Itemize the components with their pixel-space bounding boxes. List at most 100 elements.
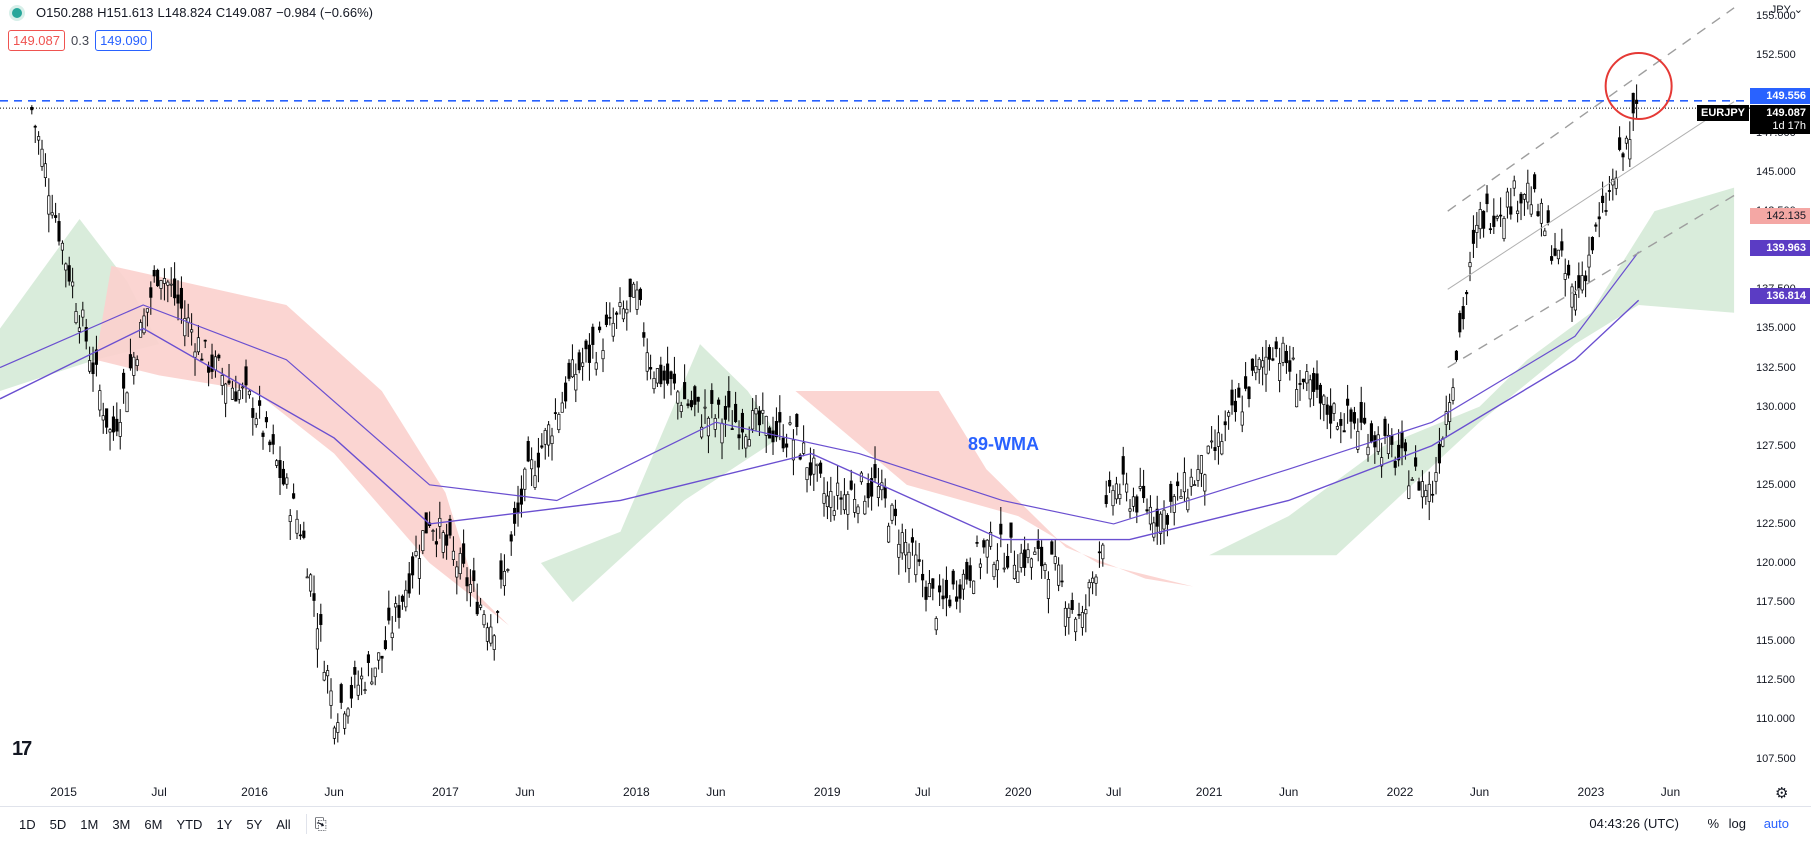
candle-body — [961, 573, 965, 590]
channel-lower-line — [1447, 194, 1735, 369]
wma-fast-line — [0, 251, 1640, 525]
candle-body — [1526, 182, 1530, 203]
time-tick-label: 2022 — [1386, 785, 1414, 799]
range-button-ytd[interactable]: YTD — [176, 816, 203, 832]
candle-body — [404, 589, 408, 608]
candle-body — [1111, 490, 1115, 507]
price-axis[interactable]: JPY ⌄ 155.000152.500150.000147.500145.00… — [1750, 0, 1811, 782]
candle-body — [489, 626, 493, 644]
candle-body — [662, 370, 666, 381]
candle-body — [632, 283, 636, 298]
candle-body — [149, 287, 153, 298]
candle-body — [649, 367, 653, 370]
candle-body — [965, 561, 969, 580]
candle-body — [1080, 612, 1084, 628]
candle-body — [577, 352, 581, 371]
range-button-6m[interactable]: 6M — [144, 816, 163, 832]
ohlc-open: O150.288 — [36, 5, 94, 20]
candle-body — [1356, 431, 1360, 450]
candle-body — [1216, 432, 1220, 447]
candle-body — [1159, 513, 1163, 534]
candle-body — [251, 408, 255, 418]
price-tick-label: 145.000 — [1756, 166, 1796, 179]
sell-button[interactable]: 149.087 — [8, 30, 65, 51]
ohlc-legend: O150.288 H151.613 L148.824 C149.087 −0.9… — [12, 5, 373, 20]
range-button-all[interactable]: All — [276, 816, 291, 832]
candle-body — [1223, 421, 1227, 426]
percent-toggle[interactable]: % — [1707, 816, 1719, 831]
candle-body — [122, 372, 126, 389]
candle-body — [1580, 275, 1584, 291]
candle-body — [1509, 206, 1513, 215]
candle-body — [1227, 412, 1231, 417]
candle-body — [686, 403, 690, 406]
candle-body — [1332, 403, 1336, 414]
gear-icon[interactable]: ⚙ — [1775, 785, 1789, 802]
candle-body — [1271, 358, 1275, 361]
ichimoku-cloud-bear — [95, 265, 510, 626]
candle-body — [904, 542, 908, 556]
candle-body — [1233, 400, 1237, 413]
divider — [305, 814, 307, 834]
range-button-1y[interactable]: 1Y — [216, 816, 233, 832]
candle-body — [1536, 211, 1540, 217]
candle-body — [839, 497, 843, 500]
price-tick-label: 152.500 — [1756, 48, 1796, 61]
candle-body — [540, 445, 544, 448]
candle-body — [982, 540, 986, 548]
candle-body — [1108, 479, 1112, 487]
currency-select[interactable]: JPY ⌄ — [1770, 4, 1803, 16]
candle-body — [448, 518, 452, 536]
time-axis[interactable]: 2015 Jul 2016 Jun 2017 Jun 2018 Jun 2019 Jul 2020 J… — [0, 782, 1750, 804]
candle-body — [713, 418, 717, 430]
candle-body — [499, 560, 503, 580]
calendar-icon[interactable]: ⎘ — [314, 815, 327, 833]
candle-body — [771, 430, 775, 443]
candle-body — [700, 426, 704, 438]
candle-body — [455, 566, 459, 578]
candle-body — [1305, 371, 1309, 384]
range-button-5d[interactable]: 5D — [49, 816, 67, 832]
bottom-toolbar: 1D 5D 1M 3M 6M YTD 1Y 5Y All ⎘ 04:43:26 (UTC) % … — [0, 806, 1811, 841]
candle-body — [230, 387, 234, 400]
range-button-5y[interactable]: 5Y — [246, 816, 263, 832]
candle-body — [343, 713, 347, 729]
candle-body — [472, 570, 476, 582]
candle-body — [1026, 549, 1030, 558]
buy-button[interactable]: 149.090 — [95, 30, 153, 51]
log-toggle[interactable]: log — [1728, 816, 1746, 831]
candle-body — [275, 460, 279, 466]
candle-body — [1070, 600, 1074, 610]
chart-plot[interactable] — [0, 0, 1750, 782]
candle-body — [1057, 564, 1061, 586]
candle-body — [88, 360, 92, 372]
candle-body — [271, 434, 275, 445]
range-button-1m[interactable]: 1M — [80, 816, 99, 832]
candle-body — [298, 534, 302, 537]
range-button-1d[interactable]: 1D — [19, 816, 36, 832]
candle-body — [604, 314, 608, 325]
candle-body — [1067, 607, 1071, 618]
candle-body — [128, 354, 132, 369]
candle-body — [479, 604, 483, 608]
candle-body — [1631, 92, 1635, 114]
candle-body — [795, 414, 799, 427]
range-button-3m[interactable]: 3M — [112, 816, 131, 832]
price-tick-label: 122.500 — [1756, 517, 1796, 530]
candle-body — [462, 543, 466, 564]
candle-body — [1091, 577, 1095, 584]
candle-body — [264, 417, 268, 423]
candle-body — [999, 523, 1003, 535]
highlight-circle — [1604, 52, 1673, 121]
candle-body — [893, 508, 897, 517]
candle-body — [220, 375, 224, 386]
candle-body — [1546, 210, 1550, 224]
candle-body — [1560, 241, 1564, 251]
candle-body — [54, 215, 58, 218]
candle-body — [550, 435, 554, 444]
time-tick-label: 2018 — [623, 785, 650, 799]
clock-time[interactable]: 04:43:26 (UTC) — [1589, 816, 1679, 831]
time-tick-label: Jul — [151, 785, 167, 799]
candle-body — [319, 614, 323, 625]
auto-toggle[interactable]: auto — [1763, 816, 1789, 831]
